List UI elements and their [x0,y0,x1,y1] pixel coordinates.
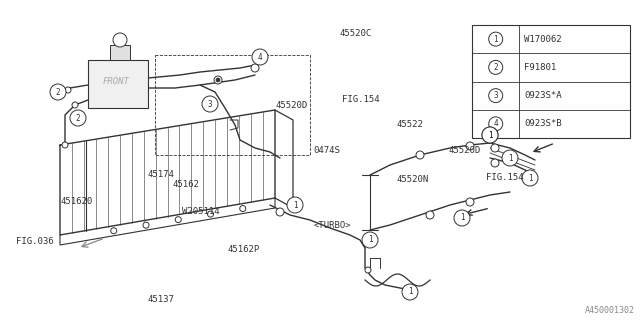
Circle shape [143,222,149,228]
Bar [472,25,630,138]
Circle shape [276,208,284,216]
Text: 4: 4 [493,119,498,128]
Circle shape [489,89,502,103]
Text: F91801: F91801 [524,63,557,72]
Circle shape [175,217,181,223]
Text: 45520D: 45520D [448,146,480,155]
Text: 3: 3 [208,100,212,108]
Circle shape [426,211,434,219]
Circle shape [65,87,71,93]
Text: 2: 2 [493,63,498,72]
Text: 1: 1 [508,154,512,163]
Circle shape [454,210,470,226]
Circle shape [62,142,68,148]
Text: 45174: 45174 [147,170,174,179]
Text: <TURBO>: <TURBO> [314,221,351,230]
Text: 1: 1 [408,287,412,297]
Circle shape [482,127,498,143]
Circle shape [113,33,127,47]
Text: W170062: W170062 [524,35,562,44]
Text: 45137: 45137 [147,295,174,304]
Circle shape [207,211,214,217]
Circle shape [72,102,78,108]
Text: 1: 1 [493,35,498,44]
Text: 4: 4 [258,52,262,61]
Text: FIG.154: FIG.154 [486,173,524,182]
Text: 2: 2 [76,114,80,123]
Text: 45162: 45162 [173,180,200,188]
Text: A450001302: A450001302 [585,306,635,315]
Circle shape [466,198,474,206]
Circle shape [214,76,222,84]
Polygon shape [110,45,130,60]
Circle shape [402,284,418,300]
Text: FIG.154: FIG.154 [342,95,380,104]
Circle shape [491,144,499,152]
Circle shape [502,150,518,166]
Circle shape [70,110,86,126]
Text: FRONT: FRONT [102,77,129,86]
Circle shape [466,142,474,150]
Text: 451620: 451620 [61,197,93,206]
Circle shape [482,127,498,143]
Circle shape [489,32,502,46]
Circle shape [522,170,538,186]
Text: W205114: W205114 [182,207,220,216]
Circle shape [216,78,220,82]
Circle shape [111,228,116,234]
Text: 0923S*B: 0923S*B [524,119,562,128]
Circle shape [251,64,259,72]
Polygon shape [88,60,148,108]
Text: 3: 3 [493,91,498,100]
Text: 0474S: 0474S [314,146,340,155]
Circle shape [362,232,378,248]
Circle shape [365,267,371,273]
Circle shape [416,151,424,159]
Text: 1: 1 [368,236,372,244]
Text: FIG.036: FIG.036 [16,237,54,246]
Circle shape [489,60,502,74]
Text: 0923S*A: 0923S*A [524,91,562,100]
Circle shape [489,117,502,131]
Text: 1: 1 [488,131,492,140]
Circle shape [240,205,246,212]
Text: 45162P: 45162P [227,245,259,254]
Text: 1: 1 [488,131,492,140]
Circle shape [202,96,218,112]
Text: 45522: 45522 [397,120,424,129]
Circle shape [491,159,499,167]
Circle shape [50,84,66,100]
Circle shape [287,197,303,213]
Text: 45520D: 45520D [275,101,307,110]
Text: 1: 1 [528,173,532,182]
Text: 45520N: 45520N [397,175,429,184]
Text: 45520C: 45520C [339,29,371,38]
Text: 1: 1 [460,213,464,222]
Text: 1: 1 [292,201,298,210]
Text: 2: 2 [56,87,60,97]
Circle shape [252,49,268,65]
